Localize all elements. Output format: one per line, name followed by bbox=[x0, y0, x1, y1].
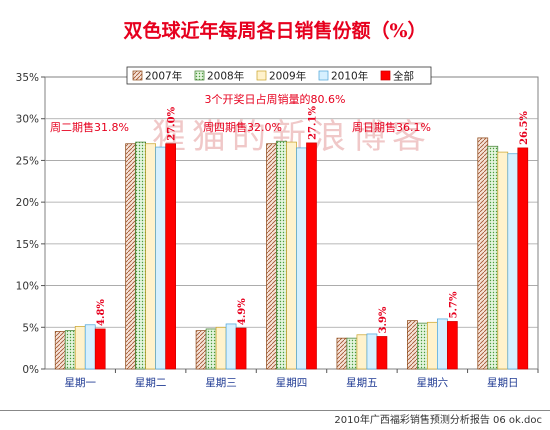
legend-swatch bbox=[380, 70, 391, 81]
legend-label: 2008年 bbox=[207, 70, 244, 83]
bar-3 bbox=[507, 153, 519, 370]
value-label: 26.5% bbox=[519, 111, 530, 145]
bar-2 bbox=[427, 321, 438, 370]
legend-label: 2007年 bbox=[145, 70, 182, 83]
y-tick-label: 0% bbox=[22, 364, 39, 376]
bar-3 bbox=[225, 323, 237, 370]
y-tick-label: 5% bbox=[22, 322, 39, 334]
y-tick-label: 35% bbox=[16, 72, 39, 84]
bar-4 bbox=[376, 336, 388, 370]
value-label: 27.0% bbox=[167, 106, 178, 140]
annotation: 周二期售31.8% bbox=[50, 120, 129, 134]
legend-swatch bbox=[194, 70, 205, 81]
x-tick-label: 星期日 bbox=[487, 377, 519, 389]
y-tick-label: 20% bbox=[16, 197, 39, 209]
y-tick-label: 10% bbox=[16, 281, 39, 293]
annotation: 周四期售32.0% bbox=[203, 120, 282, 134]
y-tick-label: 30% bbox=[16, 114, 39, 126]
x-tick-label: 星期四 bbox=[276, 377, 308, 389]
bar-1 bbox=[487, 145, 499, 370]
value-label: 5.7% bbox=[448, 291, 459, 318]
bar-4 bbox=[94, 328, 106, 370]
bar-2 bbox=[497, 151, 509, 370]
bar-0 bbox=[125, 143, 136, 370]
x-tick-label: 星期六 bbox=[417, 377, 449, 389]
y-tick-label: 15% bbox=[16, 239, 39, 251]
bar-1 bbox=[135, 141, 146, 370]
bar-1 bbox=[205, 328, 217, 370]
bar-3 bbox=[155, 146, 166, 370]
bar-1 bbox=[417, 322, 428, 370]
bar-0 bbox=[266, 143, 277, 370]
bar-0 bbox=[195, 330, 207, 370]
x-tick-label: 星期五 bbox=[346, 377, 378, 389]
bar-4 bbox=[235, 327, 247, 370]
annotation: 3个开奖日占周销量的80.6% bbox=[205, 92, 346, 106]
value-label: 4.9% bbox=[237, 298, 248, 325]
bar-3 bbox=[437, 318, 448, 370]
annotation: 周日期售36.1% bbox=[352, 120, 431, 134]
bar-2 bbox=[215, 326, 227, 370]
bar-2 bbox=[74, 326, 86, 370]
bar-4 bbox=[447, 321, 458, 370]
bar-0 bbox=[54, 331, 66, 370]
bar-4 bbox=[165, 143, 176, 370]
bar-2 bbox=[145, 143, 156, 370]
legend-swatch bbox=[256, 70, 267, 81]
bar-0 bbox=[407, 320, 418, 370]
bar-4 bbox=[306, 142, 317, 370]
bar-0 bbox=[477, 137, 489, 370]
value-label: 4.8% bbox=[96, 299, 107, 326]
chart-title: 双色球近年每周各日销售份额（%） bbox=[123, 20, 427, 42]
bar-2 bbox=[356, 334, 368, 370]
legend-label: 2009年 bbox=[269, 70, 306, 83]
footer-divider bbox=[0, 410, 550, 411]
legend-swatch bbox=[132, 70, 143, 81]
bar-1 bbox=[346, 337, 358, 370]
legend-swatch bbox=[318, 70, 329, 81]
footer-text: 2010年广西福彩销售预测分析报告 06 ok.doc bbox=[334, 415, 542, 426]
bar-4 bbox=[517, 147, 529, 370]
bar-0 bbox=[336, 337, 348, 370]
bar-1 bbox=[276, 140, 287, 370]
x-tick-label: 星期一 bbox=[64, 377, 96, 389]
x-tick-label: 星期二 bbox=[135, 377, 167, 389]
y-tick-label: 25% bbox=[16, 155, 39, 167]
bar-2 bbox=[286, 141, 297, 370]
value-label: 27.1% bbox=[308, 106, 319, 140]
bar-1 bbox=[64, 330, 76, 370]
value-label: 3.9% bbox=[378, 306, 389, 333]
bar-3 bbox=[84, 324, 96, 370]
bar-3 bbox=[366, 333, 378, 370]
legend-label: 2010年 bbox=[331, 70, 368, 83]
x-tick-label: 星期三 bbox=[205, 377, 237, 389]
legend-label: 全部 bbox=[393, 70, 414, 83]
bar-3 bbox=[296, 147, 307, 370]
